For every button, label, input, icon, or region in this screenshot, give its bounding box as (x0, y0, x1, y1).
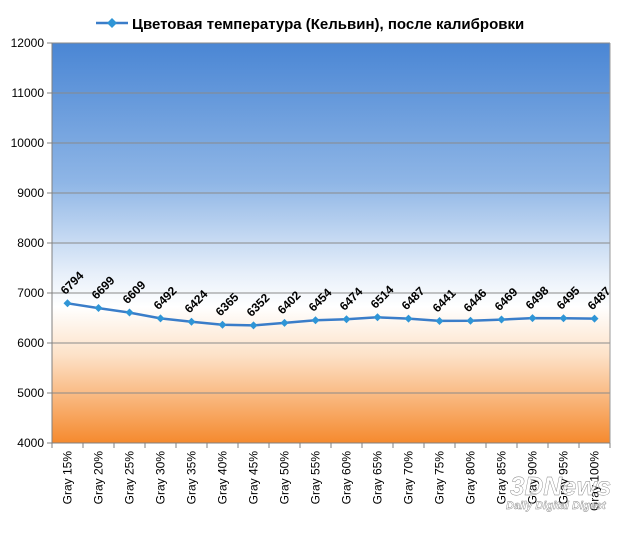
data-point (497, 315, 506, 324)
series (63, 299, 599, 330)
x-tick-label: Gray 25% (123, 451, 137, 505)
data-point (63, 299, 72, 308)
x-tick-label: Gray 90% (526, 451, 540, 505)
watermark-logo-text: 3DNews (510, 471, 611, 501)
y-tick-label: 4000 (17, 436, 44, 450)
data-point (435, 316, 444, 325)
y-tick-label: 8000 (17, 236, 44, 250)
data-point (156, 314, 165, 323)
x-tick-label: Gray 40% (216, 451, 230, 505)
y-tick-label: 12000 (11, 36, 45, 50)
data-point (249, 321, 258, 330)
legend-marker-icon (107, 18, 117, 28)
legend-label: Цветовая температура (Кельвин), после ка… (132, 16, 524, 33)
x-tick-label: Gray 95% (557, 451, 571, 505)
x-tick-label: Gray 20% (92, 451, 106, 505)
data-point (466, 316, 475, 325)
x-tick-label: Gray 75% (433, 451, 447, 505)
y-tick-label: 5000 (17, 386, 44, 400)
y-tick-label: 11000 (12, 86, 45, 100)
data-point (342, 315, 351, 324)
watermark-tagline: Daily Digital Digest (506, 500, 607, 512)
series-line (67, 302, 595, 327)
y-tick-label: 10000 (11, 136, 45, 150)
x-tick-label: Gray 55% (309, 451, 323, 505)
y-tick-label: 9000 (17, 186, 44, 200)
x-tick-label: Gray 15% (61, 451, 75, 505)
x-tick-label: Gray 60% (340, 451, 354, 505)
data-point (94, 304, 103, 313)
data-point (311, 316, 320, 325)
y-tick-label: 7000 (17, 286, 44, 300)
data-point (187, 317, 196, 326)
gridlines (52, 42, 610, 394)
watermark-logo: 3DNews Daily Digital Digest (506, 471, 612, 512)
x-axis: Gray 15% Gray 20% Gray 25% Gray 30% Gray 35%… (51, 443, 611, 511)
x-tick-label: Gray 85% (495, 451, 509, 505)
x-tick-label: Gray 50% (278, 451, 292, 505)
x-tick-label: Gray 35% (185, 451, 199, 505)
data-point (559, 314, 568, 323)
x-tick-label: Gray 30% (154, 451, 168, 505)
data-point (373, 313, 382, 322)
data-point (125, 308, 134, 317)
data-point (528, 314, 537, 323)
data-point (218, 320, 227, 329)
data-point (280, 318, 289, 327)
data-point (404, 314, 413, 323)
x-tick-label: Gray 65% (371, 451, 385, 505)
legend: Цветовая температура (Кельвин), после ка… (96, 16, 524, 33)
x-tick-label: Gray 100% (588, 451, 602, 511)
x-tick-label: Gray 45% (247, 451, 261, 505)
y-tick-label: 6000 (17, 336, 44, 350)
y-axis: 4000 5000 6000 7000 8000 9000 10000 11000 12000 (11, 36, 52, 450)
data-point (590, 314, 599, 323)
x-tick-label: Gray 80% (464, 451, 478, 505)
x-tick-label: Gray 70% (402, 451, 416, 505)
